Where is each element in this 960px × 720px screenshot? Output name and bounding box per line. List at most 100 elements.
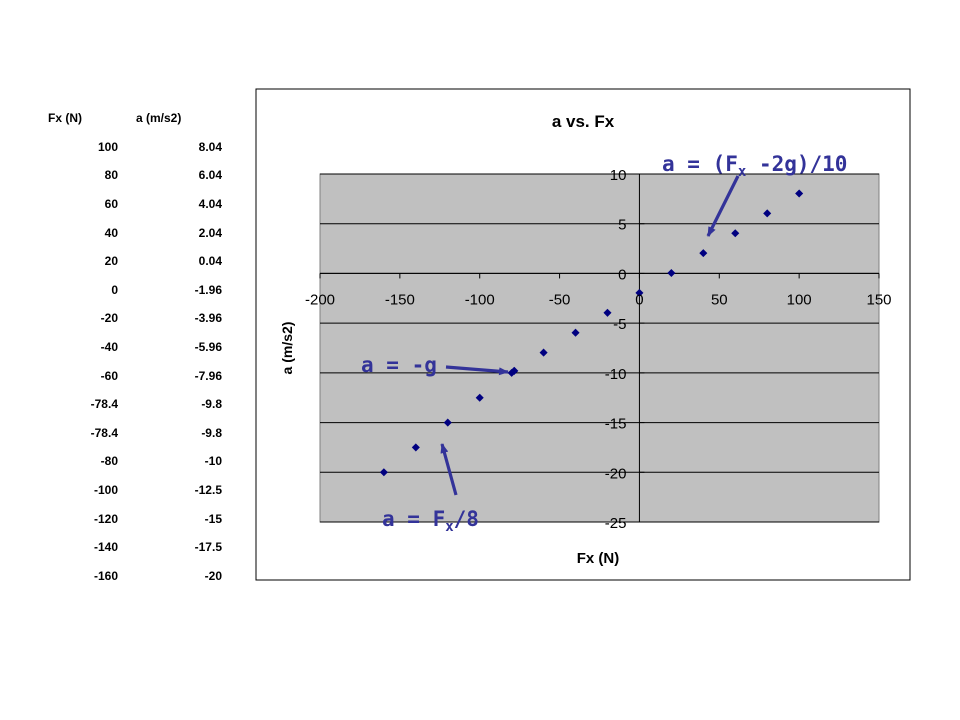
chart-title: a vs. Fx	[552, 112, 615, 131]
table-row: -20 -3.96	[28, 304, 222, 333]
x-tick-label: -100	[465, 291, 495, 308]
annotation-arrow	[445, 365, 509, 376]
cell-fx: -140	[93, 540, 118, 555]
data-point	[667, 269, 676, 278]
table-row: -40 -5.96	[28, 333, 222, 362]
table-row: -140 -17.5	[28, 533, 222, 562]
data-point	[443, 418, 452, 427]
y-tick-label: 10	[610, 167, 627, 184]
y-tick-label: 5	[618, 217, 626, 234]
cell-a: -20	[204, 568, 222, 583]
table-row: 20 0.04	[28, 247, 222, 276]
axes	[319, 173, 880, 523]
data-point	[379, 468, 388, 477]
annotation-text: a = -g	[361, 353, 437, 377]
cell-fx: -80	[100, 454, 118, 469]
cell-fx: 40	[104, 225, 118, 240]
cell-a: -3.96	[194, 311, 222, 326]
x-tick-label: -200	[305, 291, 335, 308]
x-tick-label: 150	[866, 291, 891, 308]
cell-a: -5.96	[194, 340, 222, 355]
table-row: -160 -20	[28, 562, 222, 591]
cell-a: -10	[204, 454, 222, 469]
data-point	[731, 229, 740, 238]
annotation-text: a = (F	[662, 152, 738, 176]
data-points	[379, 189, 804, 477]
y-tick-label: -25	[605, 515, 627, 532]
y-tick-label: -10	[605, 366, 627, 383]
cell-a: 2.04	[198, 225, 222, 240]
data-point	[795, 189, 804, 198]
cell-a: -9.8	[201, 425, 222, 440]
y-tick-label: -20	[605, 465, 627, 482]
plot-area	[319, 173, 880, 523]
annotation-text: a = F	[382, 507, 445, 531]
data-point	[475, 393, 484, 402]
table-row: -120 -15	[28, 504, 222, 533]
data-point	[699, 249, 708, 258]
cell-fx: -100	[93, 483, 118, 498]
cell-fx: -120	[93, 511, 118, 526]
cell-a: 0.04	[198, 254, 222, 269]
cell-fx: -78.4	[90, 425, 118, 440]
cell-a: -12.5	[194, 483, 222, 498]
cell-a: -7.96	[194, 368, 222, 383]
cell-a: 6.04	[198, 168, 222, 183]
table-row: -78.4 -9.8	[28, 419, 222, 448]
data-point	[603, 308, 612, 317]
table-row: -100 -12.5	[28, 476, 222, 505]
cell-fx: 100	[97, 139, 118, 154]
cell-a: -9.8	[201, 397, 222, 412]
data-point	[411, 443, 420, 452]
table-row: 80 6.04	[28, 161, 222, 190]
table-row: -80 -10	[28, 447, 222, 476]
data-point	[763, 209, 772, 218]
annotation-arrow	[706, 175, 740, 237]
cell-fx: 20	[104, 254, 118, 269]
cell-a: -1.96	[194, 282, 222, 297]
cell-fx: 80	[104, 168, 118, 183]
x-tick-label: -150	[385, 291, 415, 308]
annotation-text: /8	[454, 507, 479, 531]
table-row: 100 8.04	[28, 133, 222, 162]
column-header-a: a (m/s2)	[136, 111, 182, 126]
table-row: -60 -7.96	[28, 361, 222, 390]
annotation-subscript: x	[738, 164, 747, 180]
cell-a: -15	[204, 511, 222, 526]
cell-fx: 60	[104, 197, 118, 212]
table-row: -78.4 -9.8	[28, 390, 222, 419]
x-tick-label: -50	[549, 291, 571, 308]
y-tick-label: -5	[613, 316, 626, 333]
tick-labels: -200 -150 -100 -50 0 50 100 1501050-5-10-15-20-…	[305, 167, 892, 532]
cell-fx: -160	[93, 568, 118, 583]
annotation-label: a = (Fx -2g)/10	[662, 152, 847, 180]
column-header-fx: Fx (N)	[48, 111, 82, 126]
annotation-text: -2g)/10	[746, 152, 847, 176]
x-tick-label: 50	[711, 291, 728, 308]
table-row: 40 2.04	[28, 218, 222, 247]
data-point	[507, 368, 516, 377]
annotation-subscript: x	[445, 519, 454, 535]
table-row: 60 4.04	[28, 190, 222, 219]
annotations: a = (Fx -2g)/10a = -ga = Fx/8	[361, 152, 847, 535]
annotation-label: a = -g	[361, 353, 437, 377]
cell-a: -17.5	[194, 540, 222, 555]
annotation-label: a = Fx/8	[382, 507, 479, 535]
data-point	[539, 348, 548, 357]
x-tick-label: 0	[635, 291, 643, 308]
data-table: Fx (N) a (m/s2) 100 8.04 80 6.04 60 4.04 40 2.0…	[28, 104, 222, 590]
data-point	[571, 328, 580, 337]
cell-a: 8.04	[198, 139, 222, 154]
y-tick-label: -15	[605, 416, 627, 433]
table-header-row: Fx (N) a (m/s2)	[28, 104, 222, 133]
data-point	[635, 288, 644, 297]
x-axis-label: Fx (N)	[577, 550, 620, 567]
cell-fx: -78.4	[90, 397, 118, 412]
cell-fx: -60	[100, 368, 118, 383]
cell-a: 4.04	[198, 197, 222, 212]
annotation-arrow	[440, 443, 458, 496]
y-tick-label: 0	[618, 266, 626, 283]
cell-fx: -20	[100, 311, 118, 326]
y-axis-label: a (m/s2)	[279, 322, 295, 375]
